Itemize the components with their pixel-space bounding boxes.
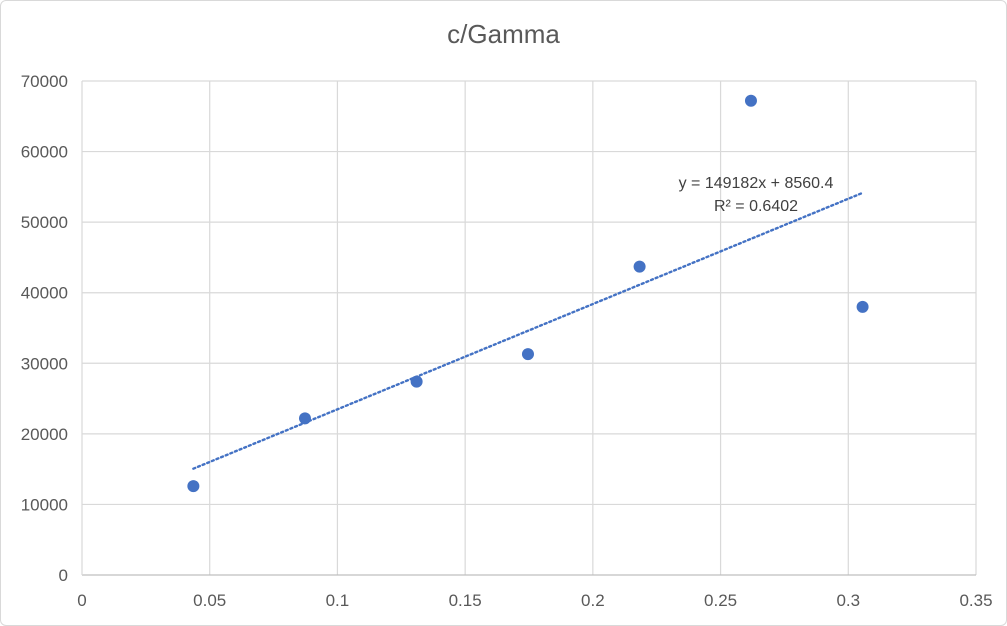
y-tick-label: 10000 <box>21 495 68 514</box>
data-point <box>410 375 423 388</box>
trendline-r2-label: R² = 0.6402 <box>714 198 798 215</box>
data-point <box>521 348 534 361</box>
trendline-equation-label: y = 149182x + 8560.4 <box>679 175 834 192</box>
data-points <box>187 94 869 493</box>
y-tick-label: 50000 <box>21 213 68 232</box>
x-tick-label: 0.25 <box>704 591 737 610</box>
y-tick-label: 40000 <box>21 284 68 303</box>
trendline-group <box>192 191 864 470</box>
x-tick-label: 0 <box>77 591 86 610</box>
chart-title: c/Gamma <box>447 19 560 49</box>
gridlines <box>82 80 977 575</box>
y-tick-label: 0 <box>59 566 68 585</box>
y-tick-label: 20000 <box>21 425 68 444</box>
y-tick-label: 30000 <box>21 354 68 373</box>
x-tick-label: 0.35 <box>959 591 992 610</box>
y-tick-label: 60000 <box>21 143 68 162</box>
x-tick-label: 0.15 <box>449 591 482 610</box>
y-tick-label: 70000 <box>21 72 68 91</box>
data-point <box>744 94 757 107</box>
x-tick-label: 0.2 <box>581 591 605 610</box>
x-tick-label: 0.05 <box>193 591 226 610</box>
data-point <box>856 300 869 313</box>
data-point <box>298 412 311 425</box>
data-point <box>633 260 646 273</box>
axes <box>81 81 976 576</box>
data-point <box>187 480 200 493</box>
trendline-labels: y = 149182x + 8560.4 R² = 0.6402 <box>679 175 834 215</box>
trendline <box>192 191 864 470</box>
x-tick-label: 0.1 <box>326 591 350 610</box>
tick-labels: 0 10000 20000 30000 40000 50000 60000 70000 0 0.0… <box>21 72 993 610</box>
x-tick-label: 0.3 <box>836 591 860 610</box>
